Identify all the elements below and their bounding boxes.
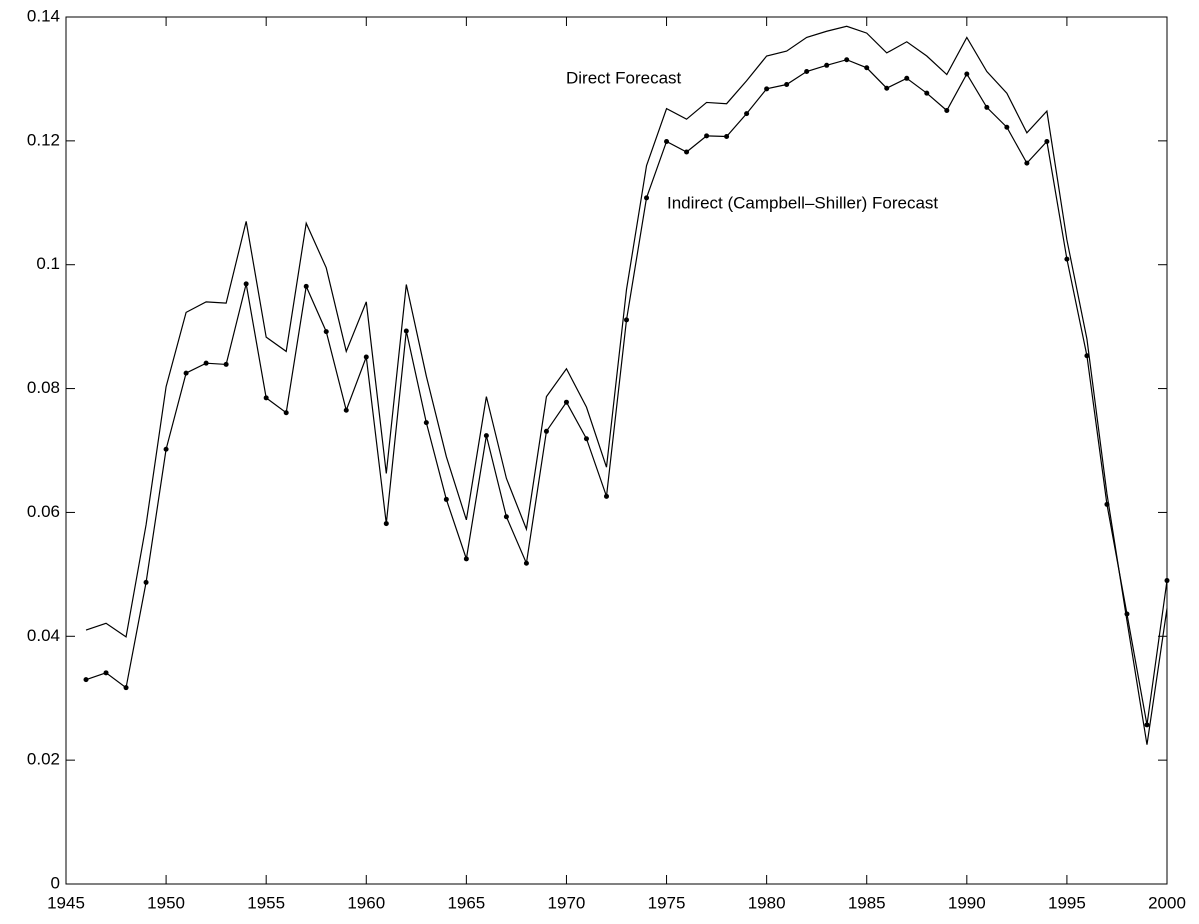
series-marker	[163, 446, 169, 452]
series-marker	[944, 108, 950, 114]
series-marker	[924, 90, 930, 96]
series-marker	[223, 361, 229, 367]
x-tick-label: 1950	[147, 893, 185, 912]
series-marker	[523, 560, 529, 566]
series-label: Indirect (Campbell–Shiller) Forecast	[667, 193, 938, 212]
series-marker	[283, 410, 289, 416]
series-marker	[1064, 256, 1070, 262]
series-marker	[844, 57, 850, 63]
series-marker	[1084, 353, 1090, 359]
series-marker	[904, 75, 910, 81]
series-marker	[403, 328, 409, 334]
x-tick-label: 1975	[648, 893, 686, 912]
series-marker	[1144, 722, 1150, 728]
series-marker	[123, 685, 129, 691]
series-marker	[804, 68, 810, 74]
series-marker	[704, 133, 710, 139]
x-tick-label: 1965	[447, 893, 485, 912]
y-tick-label: 0.12	[27, 130, 60, 149]
series-line	[85, 25, 1168, 745]
series-marker	[443, 496, 449, 502]
y-tick-label: 0.08	[27, 378, 60, 397]
x-tick-label: 1980	[748, 893, 786, 912]
series-marker	[824, 62, 830, 68]
series-marker	[624, 317, 630, 323]
series-marker	[1044, 138, 1050, 144]
x-tick-label: 1990	[948, 893, 986, 912]
series-marker	[864, 65, 870, 71]
y-tick-label: 0	[51, 873, 60, 892]
series-marker	[423, 420, 429, 426]
series-marker	[103, 670, 109, 676]
plot-frame	[65, 16, 1168, 885]
series-marker	[343, 407, 349, 413]
series-marker	[583, 436, 589, 442]
series-marker	[984, 104, 990, 110]
series-marker	[964, 71, 970, 77]
x-tick-label: 1945	[47, 893, 85, 912]
series-marker	[1104, 501, 1110, 507]
series-marker	[183, 370, 189, 376]
x-tick-label: 1960	[347, 893, 385, 912]
series-marker	[463, 556, 469, 562]
series-marker	[503, 514, 509, 520]
series-marker	[323, 329, 329, 335]
series-marker	[363, 354, 369, 360]
series-marker	[143, 579, 149, 585]
series-marker	[744, 111, 750, 117]
series-marker	[884, 85, 890, 91]
x-tick-label: 1995	[1048, 893, 1086, 912]
y-tick-label: 0.1	[36, 254, 60, 273]
series-marker	[764, 86, 770, 92]
series-marker	[263, 395, 269, 401]
series-marker	[784, 82, 790, 88]
series-marker	[203, 360, 209, 366]
series-marker	[563, 399, 569, 405]
series-marker	[83, 677, 89, 683]
series-marker	[1124, 611, 1130, 617]
series-marker	[724, 134, 730, 140]
y-tick-label: 0.06	[27, 502, 60, 521]
y-tick-label: 0.14	[27, 6, 60, 25]
series-marker	[483, 433, 489, 439]
x-tick-label: 1970	[548, 893, 586, 912]
series-marker	[383, 521, 389, 527]
x-tick-label: 2000	[1148, 893, 1186, 912]
y-tick-label: 0.04	[27, 626, 60, 645]
series-marker	[543, 428, 549, 434]
series-marker	[1024, 160, 1030, 166]
series-marker	[644, 195, 650, 201]
x-tick-label: 1955	[247, 893, 285, 912]
series-marker	[1004, 124, 1010, 130]
series-marker	[664, 138, 670, 144]
x-tick-label: 1985	[848, 893, 886, 912]
series-marker	[603, 493, 609, 499]
series-line	[85, 59, 1168, 725]
y-tick-label: 0.02	[27, 750, 60, 769]
series-label: Direct Forecast	[566, 68, 682, 87]
series-marker	[303, 283, 309, 289]
series-marker	[1164, 578, 1170, 584]
series-marker	[684, 149, 690, 155]
series-marker	[243, 281, 249, 287]
